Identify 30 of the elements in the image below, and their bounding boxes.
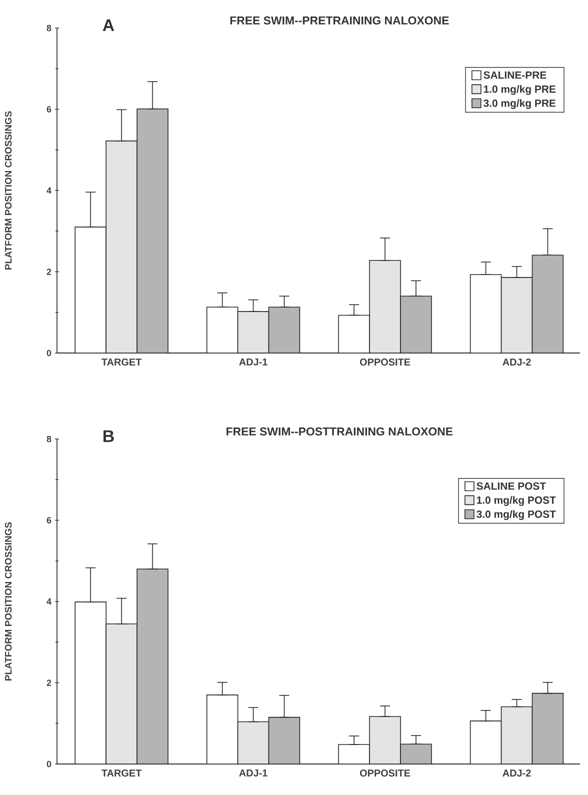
y-axis-title: PLATFORM POSITION CROSSINGS: [4, 111, 12, 270]
y-tick-label: 6: [46, 517, 52, 524]
legend-label: 3.0 mg/kg PRE: [484, 99, 556, 109]
chart-title: FREE SWIM--PRETRAINING NALOXONE: [230, 16, 449, 25]
x-tick-label: ADJ-2: [502, 358, 531, 366]
annotation: A: [102, 19, 114, 31]
y-tick-label: 2: [46, 268, 52, 275]
y-axis-title: PLATFORM POSITION CROSSINGS: [4, 522, 12, 680]
x-tick-label: OPPOSITE: [360, 358, 410, 366]
y-tick-label: 4: [46, 187, 52, 194]
x-tick-label: ADJ-2: [502, 770, 531, 777]
annotation: B: [104, 430, 114, 442]
x-tick-label: TARGET: [102, 358, 142, 366]
y-tick-label: 8: [46, 436, 52, 442]
x-tick-label: TARGET: [102, 770, 142, 777]
y-tick-label: 0: [46, 760, 52, 768]
y-tick-label: 4: [46, 598, 52, 605]
legend-label: SALINE-PRE: [484, 71, 546, 79]
y-tick-label: 0: [46, 350, 52, 356]
y-tick-label: 2: [46, 680, 52, 686]
x-tick-label: ADJ-1: [239, 770, 268, 776]
x-tick-label: ADJ-1: [239, 358, 268, 366]
chart-title: FREE SWIM--POSTTRAINING NALOXONE: [226, 427, 453, 436]
legend-label: 1.0 mg/kg PRE: [484, 85, 556, 95]
x-tick-label: OPPOSITE: [360, 770, 410, 777]
legend-label: 3.0 mg/kg POST: [476, 510, 556, 520]
y-tick-label: 8: [46, 24, 52, 32]
y-tick-label: 6: [46, 106, 52, 112]
legend-label: SALINE POST: [476, 482, 546, 490]
legend-label: 1.0 mg/kg POST: [476, 496, 556, 506]
